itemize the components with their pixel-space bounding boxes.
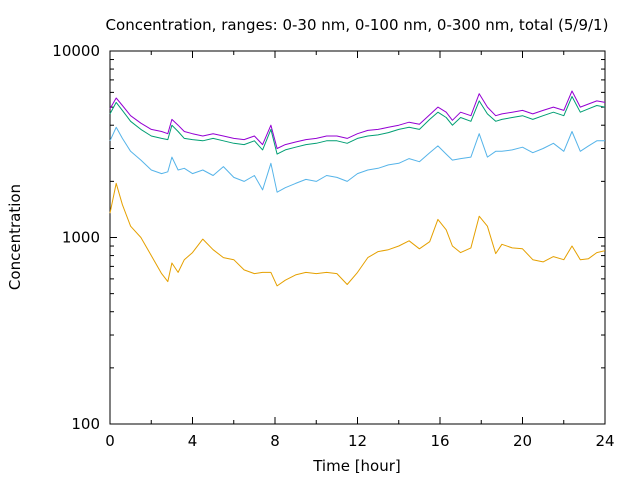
x-axis-ticks: 0 4 8 12 16 20 24: [105, 51, 615, 450]
series-line-3: [109, 96, 606, 155]
plot-frame: [109, 50, 606, 425]
y-tick-label: 10000: [52, 42, 100, 60]
x-axis-label: Time [hour]: [312, 457, 401, 475]
x-tick-label: 12: [348, 432, 367, 450]
x-tick-label: 16: [430, 432, 449, 450]
x-tick-label: 8: [270, 432, 280, 450]
series-layer: [109, 90, 606, 287]
chart-title: Concentration, ranges: 0-30 nm, 0-100 nm…: [106, 16, 609, 34]
plot-border: [109, 50, 606, 425]
y-axis-ticks: 100 1000 10000: [52, 42, 605, 433]
series-line-4: [109, 90, 606, 149]
x-tick-label: 24: [595, 432, 614, 450]
y-tick-label: 1000: [62, 229, 100, 247]
series-line-1: [109, 182, 606, 287]
x-tick-label: 4: [188, 432, 198, 450]
y-axis-label: Concentration: [6, 184, 24, 290]
series-line-2: [109, 126, 605, 193]
x-tick-label: 20: [513, 432, 532, 450]
y-tick-label: 100: [71, 415, 100, 433]
x-tick-label: 0: [105, 432, 115, 450]
